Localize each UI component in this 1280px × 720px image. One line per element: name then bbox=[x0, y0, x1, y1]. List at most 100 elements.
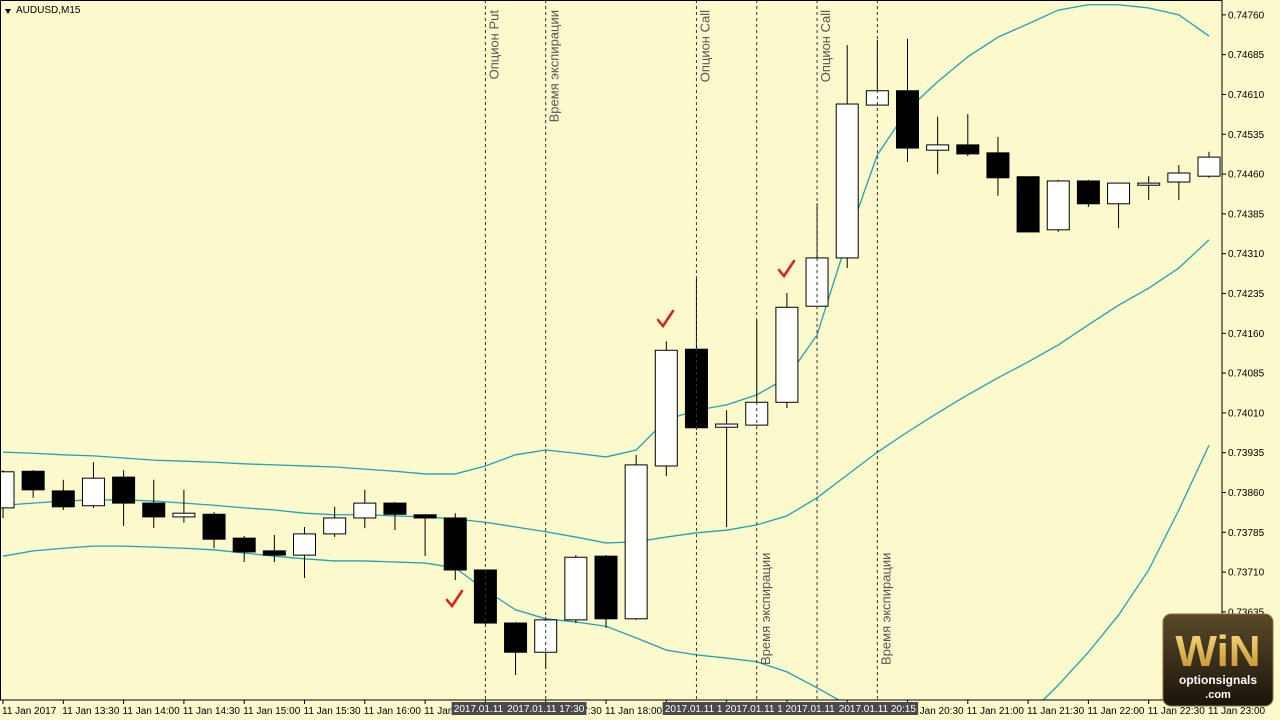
candle-body bbox=[323, 517, 347, 535]
marker-time-bg bbox=[504, 702, 587, 715]
candle-body bbox=[1076, 180, 1100, 205]
x-tick-label: 11 Jan 13:30 bbox=[62, 706, 120, 717]
marker-time: 2017.01.11 17:30 bbox=[507, 704, 585, 715]
candle-body bbox=[383, 502, 407, 515]
candle-body bbox=[112, 476, 136, 504]
logo-badge bbox=[1162, 613, 1274, 707]
y-tick-label: 0.74310 bbox=[1228, 249, 1265, 260]
marker-text: Время экспирации bbox=[547, 10, 562, 122]
x-tick-label: 11 Jan 14:00 bbox=[123, 706, 181, 717]
x-tick-label: 11 Jan 18:00 bbox=[605, 706, 663, 717]
y-tick-label: 0.74535 bbox=[1228, 130, 1265, 141]
candle-body bbox=[775, 306, 799, 403]
candle-body bbox=[51, 490, 75, 508]
y-tick-label: 0.74385 bbox=[1228, 209, 1265, 220]
y-tick-label: 0.74010 bbox=[1228, 408, 1265, 419]
logo-domain: .com bbox=[1205, 689, 1231, 701]
candle-body bbox=[624, 464, 648, 620]
y-tick-label: 0.74460 bbox=[1228, 170, 1265, 181]
y-tick-label: 0.73860 bbox=[1228, 488, 1265, 499]
y-tick-label: 0.74685 bbox=[1228, 50, 1265, 61]
candle-body bbox=[413, 514, 437, 519]
candle-body bbox=[232, 537, 256, 553]
x-tick-label: 11 Jan 21:30 bbox=[1027, 706, 1085, 717]
marker-time-bg bbox=[783, 702, 851, 715]
candle-body bbox=[594, 555, 618, 620]
marker-text: Опцион Call bbox=[818, 10, 833, 82]
candle-body bbox=[956, 144, 980, 155]
marker-time-bg bbox=[722, 702, 791, 715]
symbol-menu[interactable] bbox=[5, 9, 11, 14]
candle-body bbox=[654, 349, 678, 467]
marker-text: Опцион Call bbox=[697, 10, 712, 82]
x-tick-label: 11 Jan 16:00 bbox=[364, 706, 422, 717]
marker-time: 2017.01.11 19 bbox=[725, 704, 789, 715]
candle-body bbox=[262, 550, 286, 556]
marker-time: 2017.01.11 20:15 bbox=[839, 704, 917, 715]
bollinger-band bbox=[2, 4, 1210, 475]
candle-body bbox=[504, 622, 528, 653]
plot-border bbox=[0, 0, 1223, 701]
marker-time: 2017.01.11 17 bbox=[454, 704, 518, 715]
candle-body bbox=[1197, 156, 1221, 177]
check-mark bbox=[777, 259, 796, 279]
candle-body bbox=[896, 90, 919, 149]
y-tick-label: 0.74160 bbox=[1228, 329, 1265, 340]
logo: WiN optionsignals .com bbox=[1162, 613, 1274, 707]
marker-text: Время экспирации bbox=[878, 553, 893, 665]
candle-body bbox=[142, 502, 166, 518]
candle-body bbox=[293, 533, 316, 556]
symbol-title: AUDUSD,M15 bbox=[16, 5, 81, 16]
candle-body bbox=[715, 423, 739, 428]
y-tick-label: 0.74085 bbox=[1228, 369, 1265, 380]
x-tick-label: 11 Jan 22:00 bbox=[1087, 706, 1145, 717]
x-tick-label: 11 Jan 22:30 bbox=[1148, 706, 1206, 717]
x-tick-label: 11 Jan 15:00 bbox=[243, 706, 301, 717]
candle-body bbox=[172, 512, 196, 518]
y-tick-label: 0.73635 bbox=[1228, 607, 1265, 618]
check-mark bbox=[656, 309, 675, 329]
candle-body bbox=[202, 513, 226, 540]
marker-time-bg bbox=[836, 702, 919, 715]
candle-body bbox=[835, 103, 859, 259]
candle-body bbox=[1167, 172, 1191, 183]
marker-time-bg bbox=[662, 702, 731, 715]
logo-name: WiN bbox=[1175, 627, 1260, 676]
y-tick-label: 0.74760 bbox=[1228, 10, 1265, 21]
marker-text: Время экспирации bbox=[758, 553, 773, 665]
check-marks bbox=[445, 259, 796, 609]
x-tick-label: 11 Jan 2017 bbox=[2, 706, 57, 717]
candle-body bbox=[0, 471, 15, 509]
candle-body bbox=[1016, 176, 1040, 233]
y-tick-label: 0.74235 bbox=[1228, 289, 1265, 300]
y-tick-label: 0.73710 bbox=[1228, 568, 1265, 579]
candle-body bbox=[443, 517, 467, 571]
x-tick-label: 11 Jan 15:30 bbox=[304, 706, 362, 717]
x-tick-label: 11 Jan 21:00 bbox=[967, 706, 1025, 717]
candle-body bbox=[986, 152, 1010, 179]
candle-body bbox=[1046, 180, 1070, 231]
x-tick-label: 11 Jan 20:30 bbox=[907, 706, 965, 717]
x-tick-label: 11 Jan 23:00 bbox=[1208, 706, 1266, 717]
candle-body bbox=[1137, 182, 1161, 186]
check-mark bbox=[445, 589, 464, 609]
y-tick-label: 0.73935 bbox=[1228, 448, 1265, 459]
y-tick-label: 0.73785 bbox=[1228, 528, 1265, 539]
bollinger-band bbox=[2, 239, 1210, 544]
marker-time-bg bbox=[451, 702, 520, 715]
candle-body bbox=[926, 144, 950, 151]
y-tick-label: 0.74610 bbox=[1228, 90, 1265, 101]
marker-time: 2017.01.11 19 bbox=[785, 704, 849, 715]
candle-body bbox=[81, 477, 105, 507]
candle-body bbox=[564, 556, 588, 621]
marker-text: Опцион Put bbox=[486, 10, 501, 80]
candle-body bbox=[1107, 182, 1131, 205]
plot-area bbox=[0, 0, 1221, 700]
marker-time: 2017.01.11 18 bbox=[665, 704, 729, 715]
x-tick-label: 11 Jan 14:30 bbox=[183, 706, 241, 717]
candle-body bbox=[353, 502, 377, 519]
logo-site: optionsignals bbox=[1179, 673, 1257, 687]
candle-body bbox=[21, 470, 45, 491]
